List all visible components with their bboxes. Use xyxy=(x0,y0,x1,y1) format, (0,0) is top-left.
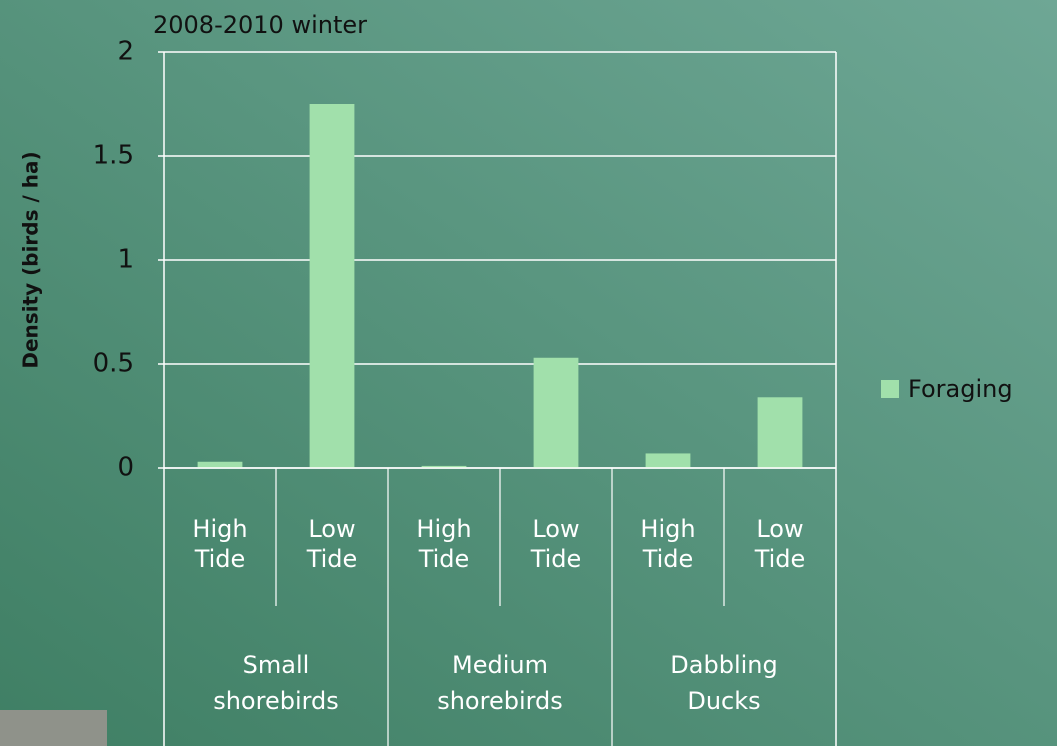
x-tick-label: High Tide xyxy=(640,515,695,573)
x-tick-label: High Tide xyxy=(416,515,471,573)
x-tick-label: Low Tide xyxy=(530,515,582,573)
bar xyxy=(757,397,803,468)
bar xyxy=(533,357,579,468)
legend-swatch xyxy=(881,380,899,398)
y-tick-label: 1 xyxy=(117,245,134,275)
group-label: Dabbling Ducks xyxy=(670,651,777,715)
group-label: Small shorebirds xyxy=(213,651,339,715)
photo-fragment xyxy=(0,710,107,746)
bar xyxy=(421,465,467,468)
bar xyxy=(309,104,355,468)
x-tick-label: Low Tide xyxy=(306,515,358,573)
y-tick-label: 0.5 xyxy=(93,349,134,379)
chart-title: 2008-2010 winter xyxy=(153,11,367,39)
bar xyxy=(197,461,243,468)
y-axis-label: Density (birds / ha) xyxy=(19,151,43,368)
legend-label: Foraging xyxy=(908,375,1013,403)
y-tick-label: 2 xyxy=(117,37,134,67)
bar xyxy=(645,453,691,468)
group-label: Medium shorebirds xyxy=(437,651,563,715)
x-tick-label: Low Tide xyxy=(754,515,806,573)
y-tick-label: 0 xyxy=(117,453,134,483)
x-tick-label: High Tide xyxy=(192,515,247,573)
y-tick-label: 1.5 xyxy=(93,141,134,171)
